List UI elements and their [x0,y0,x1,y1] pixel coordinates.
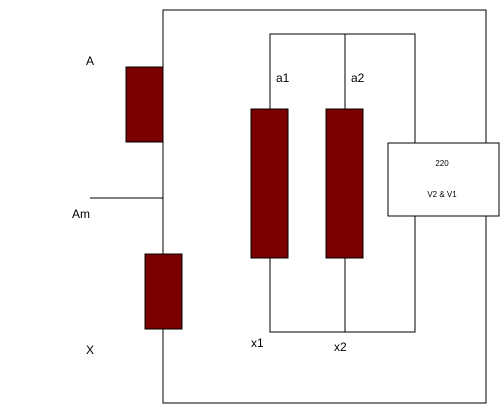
label-terminal-x: X [86,343,94,357]
meter-box-line1: 220 [435,159,449,168]
label-tap-a2: a2 [351,71,365,85]
secondary-circuit-wires [269,33,416,333]
secondary-bottom-wire [269,216,416,333]
label-tap-a1: a1 [276,71,290,85]
label-tap-x2: x2 [334,340,347,354]
meter-box-line2: V2 & V1 [427,190,457,199]
primary-coil-lower [144,253,183,330]
label-terminal-am: Am [72,207,90,221]
primary-coil-upper [125,66,164,143]
meter-box [387,142,500,217]
secondary-top-wire [269,33,416,143]
label-tap-x1: x1 [251,336,264,350]
secondary-coil-2 [325,108,364,259]
secondary-coil-1 [250,108,289,259]
label-terminal-a: A [86,54,94,68]
